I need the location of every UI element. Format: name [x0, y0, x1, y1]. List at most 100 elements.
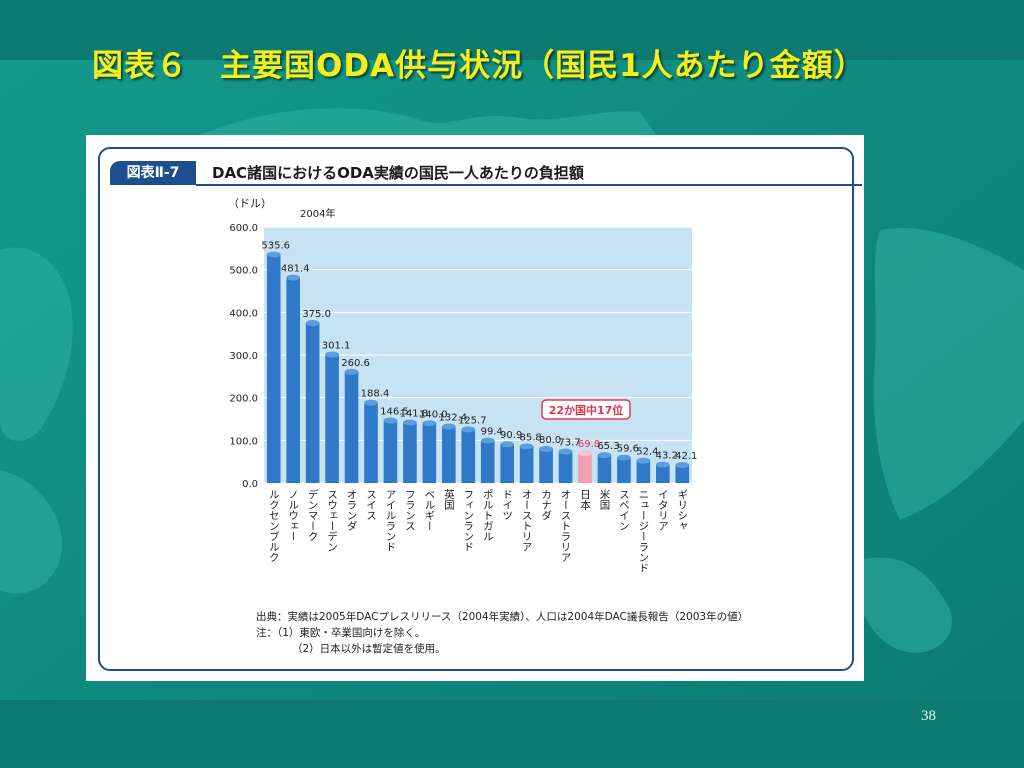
- category-label: スペイン: [618, 489, 630, 531]
- value-label: 90.9: [500, 430, 522, 441]
- y-tick-label: 300.0: [229, 351, 258, 362]
- page-number: 38: [921, 708, 936, 724]
- bar-cap: [383, 417, 398, 424]
- bar-body: [675, 465, 690, 483]
- bar-series: [266, 251, 690, 483]
- value-label: 99.4: [481, 427, 503, 438]
- bar-cap: [617, 454, 631, 461]
- value-label: 43.2: [656, 451, 678, 462]
- category-label: ベルギー: [423, 489, 435, 531]
- category-label: ギリシャ: [676, 489, 688, 531]
- bar: [617, 454, 631, 483]
- bar-body: [597, 455, 612, 483]
- value-labels: 535.6 481.4 375.0 301.1 260.6 188.4 146.5141.8…: [261, 240, 697, 462]
- value-label: 375.0: [302, 309, 331, 320]
- bar: [344, 368, 359, 483]
- category-label: オーストラリア: [560, 489, 572, 563]
- bar-body: [617, 457, 631, 483]
- category-label: オランダ: [346, 489, 358, 531]
- bar-cap: [305, 320, 320, 326]
- bar-cap: [266, 251, 281, 258]
- bar-cap: [500, 441, 514, 448]
- value-label: 85.8: [520, 432, 542, 443]
- bar-cap: [539, 445, 553, 452]
- bar-body: [422, 423, 437, 483]
- figure-title: DAC諸国におけるODA実績の国民一人あたりの負担額: [212, 164, 584, 182]
- bar-body: [500, 444, 514, 483]
- value-label: 188.4: [361, 389, 390, 400]
- bar: [480, 437, 495, 483]
- bar-cap: [636, 457, 651, 464]
- bar: [422, 420, 437, 483]
- value-label: 59.6: [617, 444, 639, 455]
- category-label: 英国: [443, 488, 455, 511]
- value-label: 42.1: [675, 451, 697, 462]
- value-label: 73.7: [558, 438, 580, 449]
- y-tick-label: 600.0: [229, 223, 258, 234]
- y-unit-label: （ドル）: [228, 197, 272, 210]
- bar: [558, 448, 573, 483]
- y-tick-label: 500.0: [229, 266, 258, 277]
- year-label: 2004年: [300, 207, 335, 220]
- bar: [403, 419, 417, 483]
- category-label: フィンランド: [462, 489, 474, 552]
- note-1: 注：（1）東欧・卒業国向けを除く。: [256, 627, 426, 639]
- category-label: スイス: [365, 489, 377, 521]
- figure-card: 図表Ⅱ-7 DAC諸国におけるODA実績の国民一人あたりの負担額 （ドル） 20…: [86, 135, 864, 681]
- y-tick-label: 100.0: [229, 436, 258, 447]
- bar-cap: [519, 443, 534, 450]
- value-label: 80.0: [539, 435, 561, 446]
- bar-cap: [480, 437, 495, 444]
- value-label: 140.0: [419, 409, 448, 420]
- category-label: 米国: [598, 488, 610, 511]
- bar: [442, 423, 456, 483]
- bar: [675, 462, 690, 483]
- category-label: イタリア: [657, 489, 669, 531]
- value-label: 65.3: [597, 441, 619, 452]
- bar-body: [519, 446, 534, 483]
- bar-body: [480, 440, 495, 483]
- bar-cap: [656, 461, 670, 468]
- value-label: 535.6: [261, 240, 290, 251]
- bar: [461, 426, 476, 483]
- category-label: ポルトガル: [482, 489, 494, 542]
- bar-body: [558, 451, 573, 483]
- value-label: 132.4: [438, 413, 467, 424]
- bar: [636, 457, 651, 483]
- category-labels: ルクセンブルク ノルウェー デンマーク スウェーデン オランダ スイス アイルランド フランス…: [268, 488, 689, 573]
- bar: [286, 274, 300, 483]
- bar-cap: [364, 399, 378, 406]
- source-line: 出典：実績は2005年DACプレスリリース（2004年実績）、人口は2004年D…: [256, 611, 749, 623]
- bar: [266, 251, 281, 483]
- bar-cap: [597, 452, 612, 459]
- rank-callout-text: 22か国中17位: [549, 403, 624, 417]
- bar-body: [383, 420, 398, 483]
- bar-body: [578, 453, 592, 483]
- y-tick-label: 400.0: [229, 308, 258, 319]
- bar-chart: （ドル） 2004年 0.0 100.0 200.0 300.0 400.0 500.0 6…: [228, 197, 697, 573]
- bar-cap: [442, 423, 456, 430]
- bar: [539, 445, 553, 483]
- bar-cap: [344, 368, 359, 375]
- figure-frame: 図表Ⅱ-7 DAC諸国におけるODA実績の国民一人あたりの負担額 （ドル） 20…: [98, 147, 862, 671]
- bar-body: [325, 354, 339, 483]
- bar-cap: [403, 419, 417, 426]
- bar: [519, 443, 534, 483]
- bar-body: [539, 448, 553, 483]
- bar: [656, 461, 670, 483]
- bar-body: [442, 426, 456, 483]
- figure-label: 図表Ⅱ-7: [110, 161, 196, 185]
- bar: [383, 417, 398, 483]
- bar-cap: [578, 450, 592, 457]
- bar-cap: [461, 426, 476, 433]
- bar-body: [461, 429, 476, 483]
- note-2: （2）日本以外は暫定値を使用。: [292, 643, 446, 655]
- bar-cap: [558, 448, 573, 455]
- value-label: 146.5: [380, 406, 409, 417]
- category-label: オーストリア: [521, 489, 533, 552]
- bar-body: [364, 402, 378, 483]
- category-label: スウェーデン: [326, 489, 338, 552]
- category-label: 日本: [579, 489, 591, 511]
- bar: [578, 450, 592, 483]
- value-label: 301.1: [322, 341, 351, 352]
